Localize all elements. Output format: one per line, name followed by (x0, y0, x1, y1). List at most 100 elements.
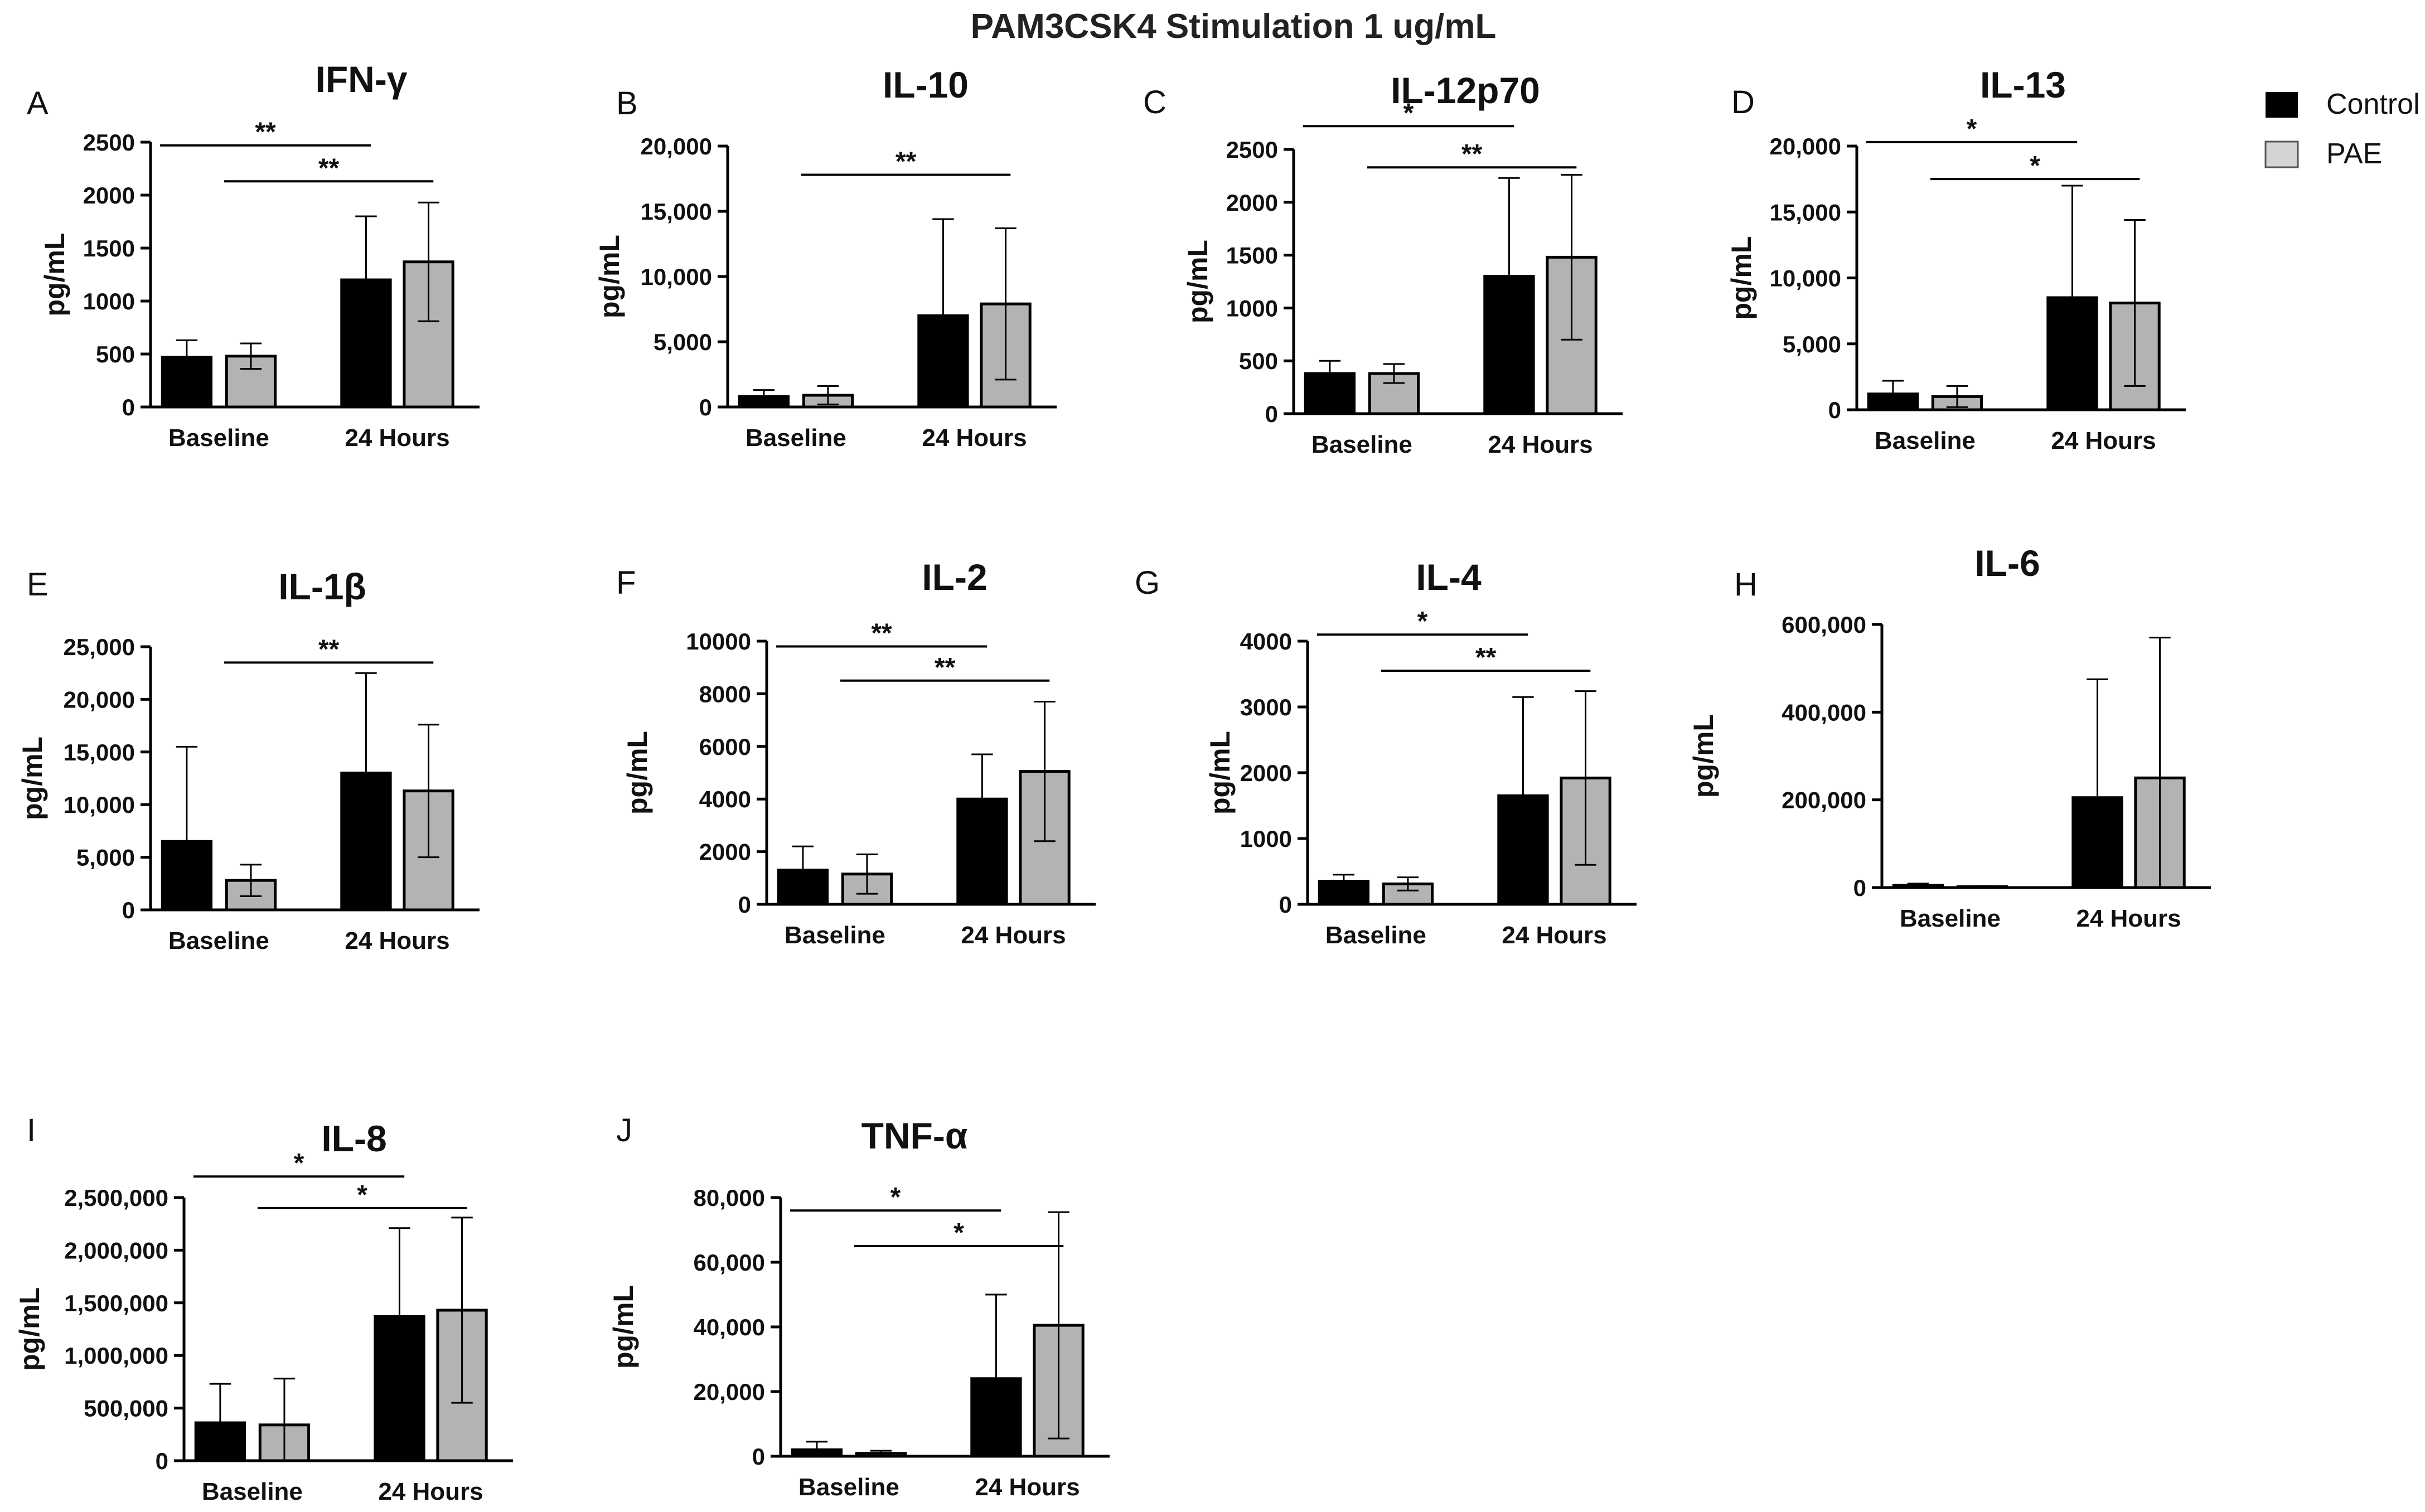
y-axis-label: pg/mL (1726, 236, 1757, 320)
panel-title: IL-8 (321, 1118, 386, 1159)
legend-label-control: Control (2326, 88, 2420, 120)
significance-label: * (294, 1148, 304, 1178)
panel-letter: I (27, 1112, 36, 1148)
x-tick-label: Baseline (1900, 905, 2001, 932)
y-tick-label: 15,000 (641, 198, 712, 225)
y-tick-label: 200,000 (1782, 787, 1866, 813)
significance-label: * (1417, 607, 1428, 636)
y-tick-label: 500,000 (84, 1395, 168, 1422)
y-tick-label: 1000 (83, 288, 135, 314)
y-axis-label: pg/mL (594, 235, 625, 318)
y-tick-label: 0 (122, 897, 135, 923)
legend-label-pae: PAE (2326, 138, 2382, 170)
legend-swatch-pae (2264, 140, 2299, 168)
y-tick-label: 20,000 (64, 686, 135, 713)
y-tick-label: 0 (738, 891, 751, 918)
y-tick-label: 2000 (1226, 190, 1278, 216)
x-tick-label: Baseline (798, 1474, 899, 1501)
y-tick-label: 5,000 (76, 845, 135, 871)
figure-title: PAM3CSK4 Stimulation 1 ug/mL (971, 7, 1497, 46)
x-tick-label: 24 Hours (975, 1474, 1080, 1501)
panel-title: IL-6 (1974, 542, 2040, 584)
y-tick-label: 10,000 (64, 792, 135, 818)
y-axis-label: pg/mL (622, 731, 653, 815)
y-tick-label: 20,000 (694, 1379, 765, 1405)
panel-letter: G (1135, 565, 1160, 601)
x-tick-label: 24 Hours (922, 424, 1027, 452)
x-tick-label: 24 Hours (2076, 905, 2181, 932)
y-tick-label: 500 (96, 341, 135, 367)
significance-label: ** (871, 618, 892, 648)
significance-label: ** (255, 118, 276, 147)
y-axis-label: pg/mL (1204, 731, 1236, 815)
y-tick-label: 2000 (699, 839, 751, 865)
panel-letter: C (1143, 84, 1166, 120)
y-tick-label: 10000 (686, 628, 751, 655)
y-tick-label: 0 (1828, 397, 1841, 423)
significance-label: ** (896, 147, 917, 176)
panel-letter: J (616, 1112, 632, 1148)
panel-title: IL-10 (883, 64, 969, 105)
x-tick-label: Baseline (202, 1478, 303, 1505)
panel-title: IL-1β (278, 566, 366, 607)
y-tick-label: 10,000 (641, 264, 712, 290)
panel-title: IL-2 (922, 556, 987, 598)
x-tick-label: Baseline (746, 424, 846, 452)
y-tick-label: 15,000 (64, 739, 135, 765)
panel-letter: H (1734, 566, 1758, 603)
panel-h: H IL-6 pg/mL 0 200,000 400,000 600,000 Baseline… (1688, 542, 2211, 932)
panel-d: D IL-13 pg/mL 0 5,000 10,000 15,000 20,000 Basel… (1726, 64, 2186, 454)
y-tick-label: 40,000 (694, 1314, 765, 1340)
legend-swatch-control (2266, 92, 2298, 118)
panel-title: IL-12p70 (1391, 70, 1540, 111)
panel-title: IFN-γ (316, 59, 408, 100)
y-axis-label: pg/mL (17, 736, 48, 820)
panel-title: IL-13 (1980, 64, 2066, 105)
x-tick-label: Baseline (1325, 922, 1426, 949)
y-tick-label: 5,000 (654, 329, 712, 355)
y-tick-label: 0 (1265, 401, 1278, 427)
y-axis-label: pg/mL (39, 233, 70, 317)
y-tick-label: 10,000 (1770, 265, 1841, 292)
x-tick-label: 24 Hours (1488, 431, 1593, 458)
significance-label: ** (318, 634, 340, 664)
x-tick-label: 24 Hours (2051, 427, 2156, 454)
panel-b: B IL-10 pg/mL 0 5,000 10,000 15,000 20,000 Basel… (594, 64, 1057, 452)
y-tick-label: 1500 (83, 235, 135, 261)
y-tick-label: 1500 (1226, 243, 1278, 269)
y-tick-label: 0 (1853, 875, 1866, 901)
x-tick-label: Baseline (1875, 427, 1976, 454)
y-tick-label: 4000 (1240, 628, 1292, 655)
significance-label: ** (1475, 643, 1497, 672)
y-tick-label: 80,000 (694, 1185, 765, 1211)
y-axis-label: pg/mL (1182, 240, 1213, 323)
panel-f: F IL-2 pg/mL 0 2000 4000 6000 8000 10000 Baseline… (616, 556, 1096, 949)
y-tick-label: 1000 (1240, 826, 1292, 852)
y-tick-label: 0 (699, 394, 712, 420)
y-tick-label: 2500 (1226, 137, 1278, 163)
y-tick-label: 0 (122, 394, 135, 420)
y-tick-label: 0 (1279, 891, 1292, 918)
x-tick-label: Baseline (1311, 431, 1412, 458)
significance-label: ** (935, 653, 956, 682)
significance-label: * (890, 1183, 901, 1212)
y-tick-label: 1000 (1226, 295, 1278, 321)
panel-e: E IL-1β pg/mL 0 5,000 10,000 15,000 20,000 25,00… (17, 566, 480, 954)
y-tick-label: 60,000 (694, 1249, 765, 1276)
y-tick-label: 0 (752, 1443, 765, 1470)
y-tick-label: 1,500,000 (64, 1290, 168, 1316)
y-tick-label: 15,000 (1770, 199, 1841, 225)
y-tick-label: 2,500,000 (64, 1185, 168, 1211)
y-tick-label: 400,000 (1782, 699, 1866, 725)
x-tick-label: 24 Hours (345, 424, 449, 452)
legend: Control PAE (2264, 88, 2420, 170)
y-axis-label: pg/mL (608, 1285, 639, 1369)
x-tick-label: 24 Hours (1502, 922, 1606, 949)
y-tick-label: 2,000,000 (64, 1237, 168, 1263)
significance-label: ** (318, 153, 340, 183)
panel-letter: A (27, 85, 49, 122)
bar-pae (1368, 372, 1420, 415)
panel-a: A IFN-γ pg/mL 0 500 1000 1500 2000 2500 Baseline 2… (27, 59, 480, 452)
y-tick-label: 6000 (699, 734, 751, 760)
